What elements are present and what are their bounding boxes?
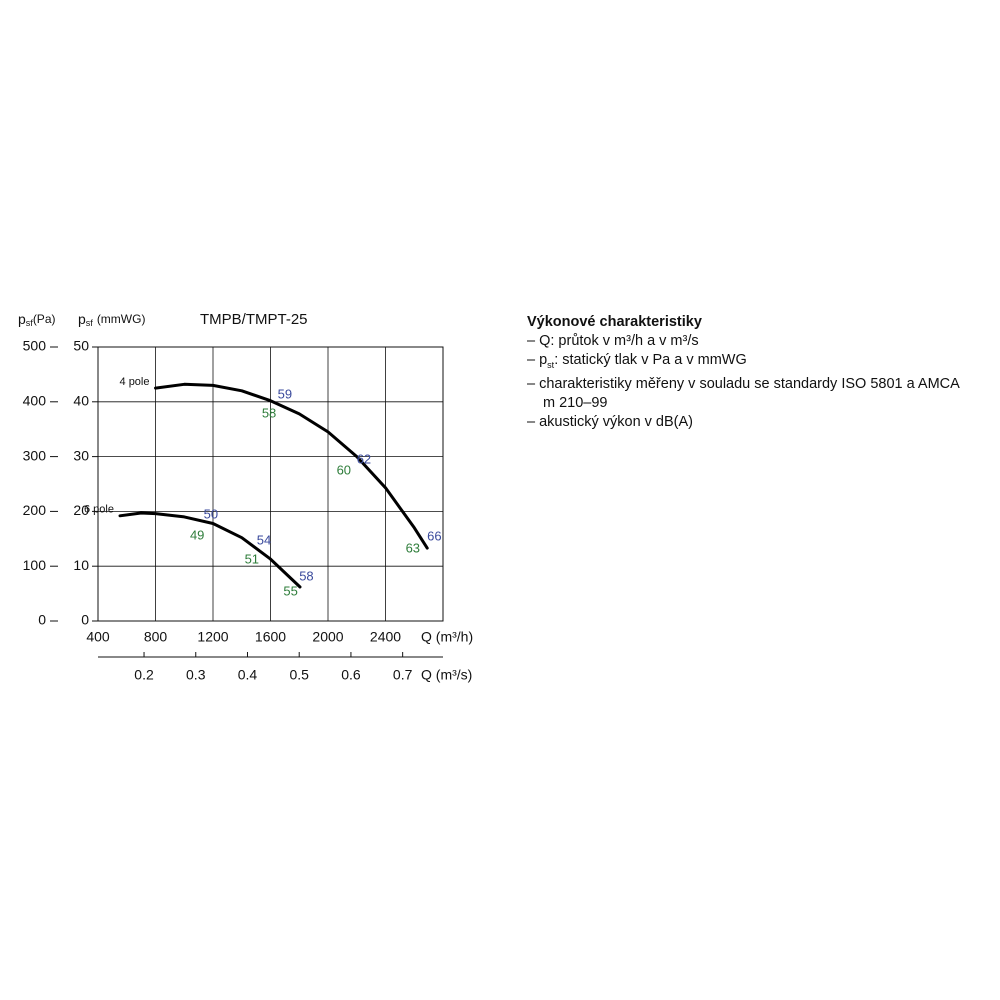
- y2-label-unit: (mmWG): [97, 312, 146, 326]
- sound-level-label: 49: [190, 527, 204, 542]
- note-text: : statický tlak v Pa a v mmWG: [554, 352, 747, 368]
- x-tick-label: 400: [86, 629, 110, 645]
- curve-label: 6 pole: [84, 504, 114, 516]
- x2-tick-label: 0.3: [186, 667, 206, 683]
- y2-tick-label: 40: [73, 393, 89, 409]
- x2-tick-label: 0.5: [289, 667, 309, 683]
- sound-level-label: 55: [283, 583, 297, 598]
- sound-level-label: 59: [278, 387, 292, 402]
- y-tick-label: 400: [23, 393, 47, 409]
- y2-axis-label: psf (mmWG): [78, 311, 145, 329]
- curve: [118, 511, 302, 589]
- curve: [154, 382, 429, 550]
- y-label-unit: (Pa): [33, 312, 56, 326]
- y2-tick-label: 10: [73, 557, 89, 573]
- x2-tick-label: 0.6: [341, 667, 361, 683]
- y2-label-main: p: [78, 311, 86, 327]
- chart-title: TMPB/TMPT-25: [200, 311, 308, 328]
- y-axis-label: psf(Pa): [18, 311, 55, 329]
- y-tick-label: 300: [23, 447, 47, 463]
- sound-level-label: 58: [262, 405, 276, 420]
- curve-label: 4 pole: [120, 376, 150, 388]
- x-tick-label: 800: [144, 629, 168, 645]
- y2-tick-label: 20: [73, 502, 89, 518]
- y2-tick-label: 50: [73, 338, 89, 354]
- y-label-main: p: [18, 311, 26, 327]
- y2-label-sub: sf: [86, 318, 94, 328]
- x2-tick-label: 0.4: [238, 667, 258, 683]
- x2-tick-label: 0.7: [393, 667, 413, 683]
- x-tick-label: 2400: [370, 629, 401, 645]
- y-tick-label: 100: [23, 557, 47, 573]
- x-tick-label: 2000: [312, 629, 343, 645]
- notes-title: Výkonové charakteristiky: [527, 314, 702, 330]
- note-item: m 210–99: [543, 394, 608, 411]
- sound-level-label: 54: [257, 532, 271, 547]
- y-tick-label: 500: [23, 338, 47, 354]
- note-item: – akustický výkon v dB(A): [527, 413, 693, 430]
- notes: Výkonové charakteristiky – Q: průtok v m…: [527, 313, 960, 432]
- sound-level-label: 66: [427, 529, 441, 544]
- note-item: – charakteristiky měřeny v souladu se st…: [527, 375, 960, 392]
- note-sub: st: [547, 359, 555, 370]
- y-tick-label: 200: [23, 502, 47, 518]
- x2-axis-label: Q (m³/s): [421, 667, 472, 683]
- sound-level-label: 58: [299, 569, 313, 584]
- x-tick-label: 1600: [255, 629, 286, 645]
- sound-level-label: 60: [337, 462, 351, 477]
- x-tick-label: 1200: [197, 629, 228, 645]
- sound-level-label: 50: [204, 507, 218, 522]
- y-tick-label: 0: [38, 612, 46, 628]
- x-axis-label: Q (m³/h): [421, 629, 473, 645]
- note-text: – p: [527, 352, 548, 368]
- y-label-sub: sf: [26, 318, 34, 328]
- x2-tick-label: 0.2: [134, 667, 154, 683]
- sound-level-label: 51: [245, 552, 259, 567]
- sound-level-label: 63: [406, 541, 420, 556]
- sound-level-label: 62: [357, 451, 371, 466]
- y2-tick-label: 0: [81, 612, 89, 628]
- note-item: – pst: statický tlak v Pa a v mmWG: [527, 351, 960, 375]
- note-item: – Q: průtok v m³/h a v m³/s: [527, 333, 699, 349]
- y2-tick-label: 30: [73, 447, 89, 463]
